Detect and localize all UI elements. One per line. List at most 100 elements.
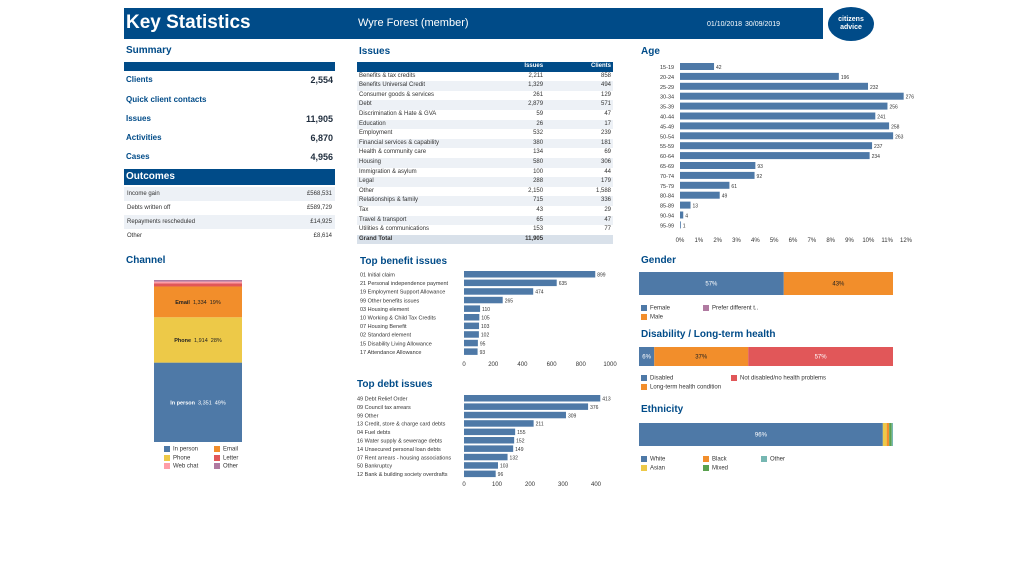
data-label: 103 [481,324,490,330]
legend-item: In person [164,446,214,453]
issues-row: Consumer goods & services 261 129 [357,91,613,101]
data-label: 92 [757,174,763,180]
bar [464,331,479,338]
data-label: 61 [731,184,737,190]
legend-label: In person [173,446,199,453]
outcome-label: Other [127,233,143,239]
legend-label: Disabled [650,375,674,382]
legend-label: Web chat [173,463,199,470]
issue-category: Benefits Universal Credit [357,81,481,91]
channel-segment-letter [154,283,242,287]
channel-segment-other [154,280,242,282]
segment-pct: 57% [705,282,718,288]
bar [680,122,890,130]
issue-category: Health & community care [359,149,427,156]
legend-label: Letter [223,455,239,462]
issue-category: Immigration & asylum [359,168,417,175]
legend-swatch [641,456,647,462]
disability-segment-long-term-health-condition [654,347,749,366]
issue-category: Consumer goods & services [359,91,435,98]
segment-value: 1,914 [194,338,208,344]
legend-swatch [214,463,220,470]
summary-label: Activities [126,133,162,142]
legend-item: Web chat [164,463,214,470]
outcome-label: Repayments rescheduled [127,219,196,225]
gender-title: Gender [641,255,677,266]
legend-swatch [761,456,767,462]
tick-label: 12% [900,238,913,244]
tick-label: 6% [789,238,798,244]
bar [464,348,478,355]
outcomes-title: Outcomes [124,169,335,185]
category-label: 01 Initial claim [360,273,395,279]
issue-clients: 47 [545,215,613,226]
data-label: 413 [602,397,611,403]
tick-label: 400 [517,362,528,368]
issues-table-wrap: Issues Clients Benefits & tax credits 2,2… [357,62,613,245]
bar [680,132,894,140]
bar [464,470,496,478]
disability-legend: Disabled Not disabled/no health problems L… [641,375,871,390]
data-label: 13 [693,204,699,210]
bar [464,445,514,452]
bar [464,314,480,321]
category-label: 95-99 [660,223,674,229]
data-label: 102 [481,333,490,339]
issue-clients: 494 [545,81,613,91]
issue-category: Benefits & tax credits [359,72,416,79]
outcome-value: £568,531 [306,191,332,197]
summary-row-issues: Issues 11,905 [126,114,333,124]
legend-item: Black [703,456,761,463]
gender-legend: Female Prefer different t.. Male [641,305,791,320]
legend-label: Other [770,456,786,463]
category-label: 15-19 [660,65,674,71]
issue-count: 288 [481,177,546,187]
issues-row: Housing 580 306 [357,157,613,168]
legend-swatch [703,456,709,462]
issue-clients: 179 [545,177,613,187]
segment-pct: 19% [210,300,221,306]
segment-pct: 6% [642,355,651,361]
issue-clients: 181 [545,138,613,149]
bar [680,142,873,150]
issue-category: Education [357,119,481,130]
bar [464,428,516,436]
issue-count: 59 [536,110,544,117]
page-title: Key Statistics [126,12,251,33]
legend-swatch [641,464,647,471]
legend-item: Mixed [703,464,761,471]
category-label: 70-74 [660,174,674,180]
bar [680,162,756,169]
bar [680,63,715,70]
segment-label: Phone 1,914 28% [174,338,222,344]
tick-label: 1% [694,238,703,244]
segment-pct: 49% [215,400,226,406]
tick-label: 10% [862,238,875,244]
category-label: 17 Attendance Allowance [360,350,421,356]
segment-pct: 96% [755,433,768,439]
issue-category: Tax [359,206,369,213]
data-label: 95 [480,341,486,347]
legend-swatch [641,313,647,320]
outcome-value: £589,729 [306,205,332,211]
tick-label: 600 [547,362,558,368]
bar [680,112,876,120]
category-label: 99 Other [357,413,379,419]
legend-item: Other [214,463,254,470]
issues-header-row: Issues Clients [357,62,613,72]
summary-value: 4,956 [310,152,333,162]
legend-item: Disabled [641,375,731,382]
issue-clients: 239 [600,130,611,137]
data-label: 241 [877,115,886,121]
age-chart: 15-19 42 20-24 196 25-29 232 30-34 276 35-39 256 4… [660,63,914,244]
outcomes-list: Income gain £568,531 Debts written off £58… [124,187,335,243]
issue-count: 65 [481,215,546,226]
issue-count: 261 [533,91,544,98]
legend-item: Not disabled/no health problems [731,375,871,382]
legend-item: Female [641,305,703,312]
header-bar: Key Statistics Wyre Forest (member) 01/1… [124,8,823,39]
outcome-label: Income gain [127,191,160,197]
issue-count: 43 [536,206,544,213]
debt-title: Top debt issues [357,379,433,390]
issues-row: Relationships & family 715 336 [357,196,613,206]
